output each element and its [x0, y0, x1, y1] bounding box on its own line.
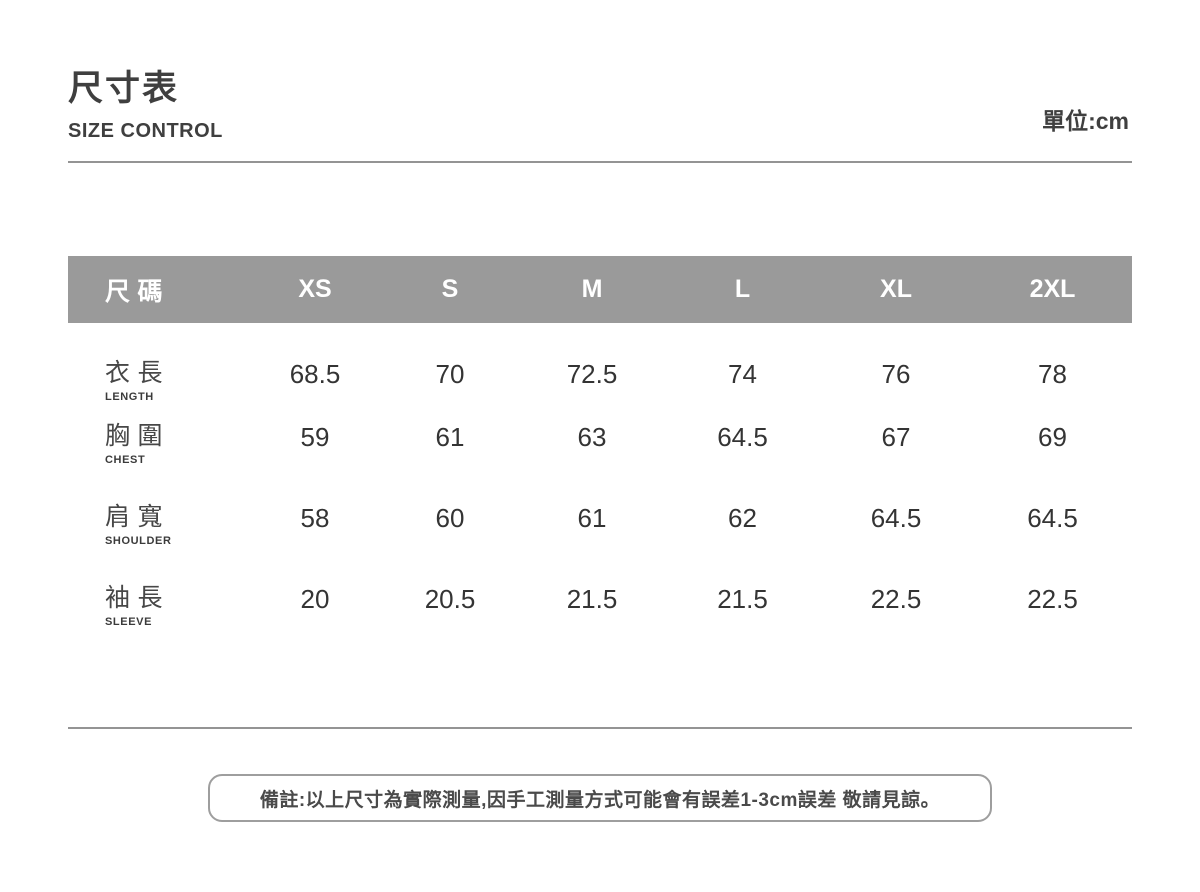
cell-value: 20.5	[424, 584, 476, 614]
bottom-divider	[68, 727, 1132, 729]
column-header-m: M	[518, 256, 666, 323]
page-header: 尺寸表 SIZE CONTROL	[68, 60, 223, 143]
cell-value: 64.5	[870, 503, 922, 533]
cell-value: 72.5	[566, 359, 618, 389]
cell-value: 74	[728, 359, 757, 389]
note-text: 備註:以上尺寸為實際測量,因手工測量方式可能會有誤差1-3cm誤差 敬請見諒。	[259, 789, 941, 811]
top-divider	[68, 161, 1132, 163]
row-label-zh: 袖長	[105, 584, 171, 613]
row-label-zh: 肩寬	[105, 503, 171, 532]
row-label-chest: 胸圍 CHEST	[68, 404, 248, 485]
page-subtitle: SIZE CONTROL	[68, 120, 223, 142]
column-header-s: S	[382, 256, 518, 323]
cell-value: 61	[435, 422, 465, 452]
cell-value: 58	[300, 503, 330, 533]
cell-value: 68.5	[289, 359, 341, 389]
cell-value: 78	[1038, 359, 1067, 389]
row-label-sleeve: 袖長 SLEEVE	[68, 566, 248, 647]
cell-value: 67	[881, 422, 911, 452]
column-header-2xl: 2XL	[973, 256, 1132, 323]
size-table: 尺碼 XS S M L XL 2XL 衣長 LENGTH 68.5 70	[68, 256, 1132, 647]
cell-value: 22.5	[870, 584, 922, 614]
cell-value: 63	[577, 422, 607, 452]
size-table-grid: 尺碼 XS S M L XL 2XL 衣長 LENGTH 68.5 70	[68, 256, 1132, 647]
cell-value: 70	[435, 359, 465, 389]
row-label-zh: 胸圍	[105, 422, 171, 451]
row-label-en: SHOULDER	[105, 534, 172, 547]
cell-value: 21.5	[566, 584, 618, 614]
column-header-xl: XL	[819, 256, 973, 323]
cell-value: 76	[881, 359, 911, 389]
cell-value: 62	[728, 503, 757, 533]
column-header-l: L	[666, 256, 819, 323]
table-header-row: 尺碼 XS S M L XL 2XL	[68, 256, 1132, 323]
cell-value: 69	[1038, 422, 1067, 452]
cell-value: 64.5	[1027, 503, 1078, 533]
cell-value: 22.5	[1027, 584, 1078, 614]
table-row-chest: 胸圍 CHEST 59 61 63 64.5 67 69	[68, 404, 1132, 485]
column-header-size: 尺碼	[68, 256, 248, 323]
row-label-length: 衣長 LENGTH	[68, 323, 248, 404]
unit-label: 單位:cm	[1042, 108, 1129, 134]
table-row-sleeve: 袖長 SLEEVE 20 20.5 21.5 21.5 22.5 22.5	[68, 566, 1132, 647]
row-label-zh: 衣長	[105, 359, 171, 388]
note-box: 備註:以上尺寸為實際測量,因手工測量方式可能會有誤差1-3cm誤差 敬請見諒。	[208, 774, 992, 822]
column-header-xs: XS	[248, 256, 382, 323]
table-row-shoulder: 肩寬 SHOULDER 58 60 61 62 64.5 64.5	[68, 485, 1132, 566]
row-label-en: LENGTH	[105, 390, 154, 403]
page-title: 尺寸表	[68, 69, 180, 108]
cell-value: 20	[300, 584, 330, 614]
table-row-length: 衣長 LENGTH 68.5 70 72.5 74 76 78	[68, 323, 1132, 404]
cell-value: 64.5	[717, 422, 768, 452]
cell-value: 21.5	[717, 584, 768, 614]
cell-value: 61	[577, 503, 607, 533]
row-label-en: CHEST	[105, 453, 146, 466]
row-label-shoulder: 肩寬 SHOULDER	[68, 485, 248, 566]
row-label-en: SLEEVE	[105, 615, 153, 628]
cell-value: 59	[300, 422, 330, 452]
cell-value: 60	[435, 503, 465, 533]
